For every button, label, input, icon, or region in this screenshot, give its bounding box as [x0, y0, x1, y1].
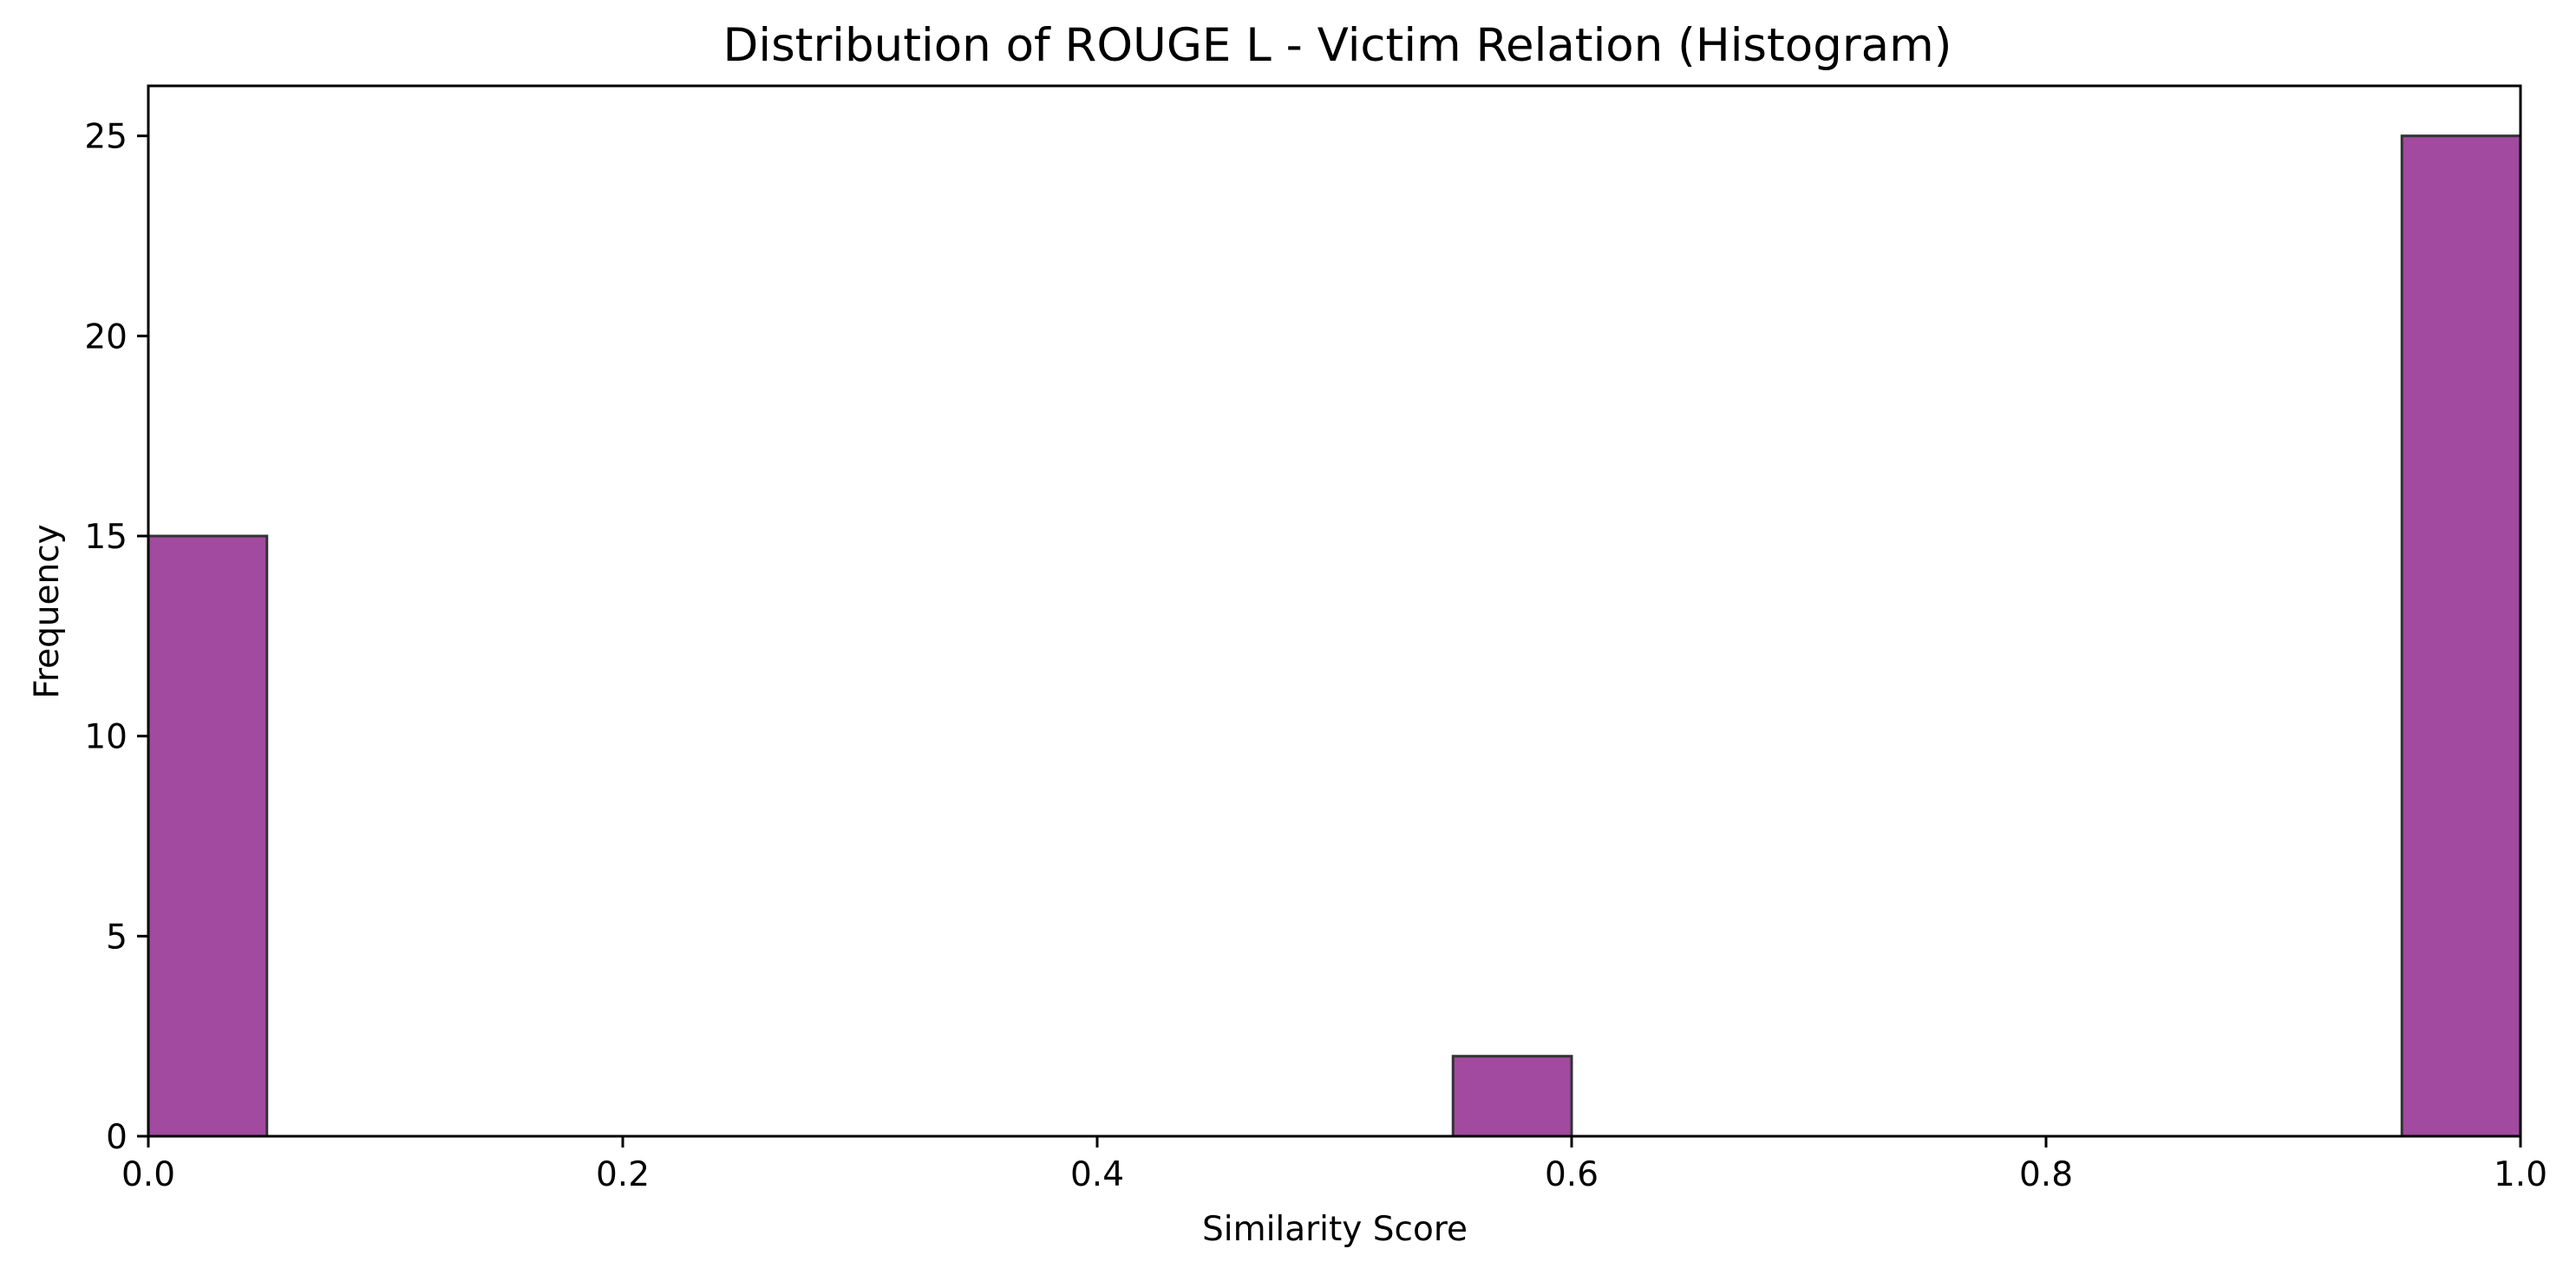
y-axis-label: Frequency: [28, 524, 67, 698]
x-axis-ticks: 0.0 0.2 0.4 0.6 0.8 1.0: [121, 1136, 2547, 1194]
bars-layer: [147, 134, 2522, 1138]
y-tick-label-4: 20: [84, 317, 127, 356]
y-axis-ticks: 0 5 10 15 20 25: [84, 118, 148, 1157]
x-tick-label-1: 0.2: [596, 1155, 650, 1194]
y-tick-label-5: 25: [84, 118, 127, 157]
histogram-bar-0: [147, 534, 269, 1138]
histogram-bar-2: [2400, 134, 2522, 1138]
plot-frame: [147, 84, 2522, 1138]
x-tick-label-2: 0.4: [1070, 1155, 1124, 1194]
y-tick-label-3: 15: [84, 518, 127, 557]
y-tick-label-1: 5: [106, 918, 127, 957]
x-tick-label-5: 1.0: [2494, 1155, 2547, 1194]
y-tick-label-0: 0: [106, 1118, 127, 1157]
chart-title: Distribution of ROUGE L - Victim Relatio…: [723, 19, 1952, 72]
x-tick-label-3: 0.6: [1545, 1155, 1599, 1194]
y-tick-label-2: 10: [84, 718, 127, 757]
x-tick-label-4: 0.8: [2019, 1155, 2073, 1194]
x-axis-label: Similarity Score: [1202, 1210, 1468, 1249]
histogram-bar-1: [1451, 1055, 1573, 1138]
x-tick-label-0: 0.0: [121, 1155, 175, 1194]
